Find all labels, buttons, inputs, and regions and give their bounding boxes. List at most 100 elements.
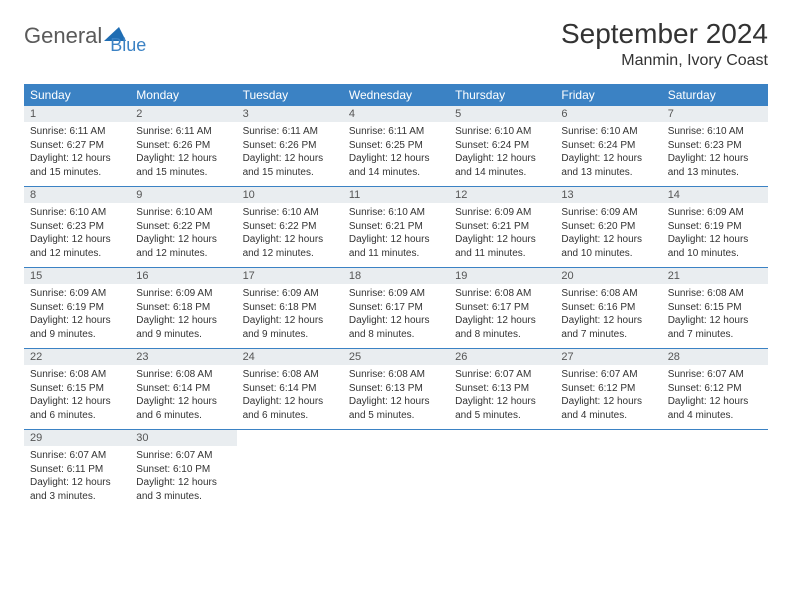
sunset-text: Sunset: 6:21 PM: [349, 220, 443, 234]
day-details: Sunrise: 6:09 AMSunset: 6:19 PMDaylight:…: [662, 203, 768, 266]
calendar-cell: 1Sunrise: 6:11 AMSunset: 6:27 PMDaylight…: [24, 106, 130, 186]
daylight-text: Daylight: 12 hours and 15 minutes.: [30, 152, 124, 179]
sunset-text: Sunset: 6:11 PM: [30, 463, 124, 477]
sunrise-text: Sunrise: 6:09 AM: [455, 206, 549, 220]
sunrise-text: Sunrise: 6:10 AM: [455, 125, 549, 139]
calendar-cell: [555, 430, 661, 510]
day-details: Sunrise: 6:11 AMSunset: 6:27 PMDaylight:…: [24, 122, 130, 185]
day-number: 5: [449, 106, 555, 122]
sunset-text: Sunset: 6:17 PM: [349, 301, 443, 315]
calendar-cell: 7Sunrise: 6:10 AMSunset: 6:23 PMDaylight…: [662, 106, 768, 186]
dayname-sunday: Sunday: [24, 84, 130, 106]
sunrise-text: Sunrise: 6:09 AM: [561, 206, 655, 220]
sunrise-text: Sunrise: 6:11 AM: [243, 125, 337, 139]
dayname-saturday: Saturday: [662, 84, 768, 106]
dayname-thursday: Thursday: [449, 84, 555, 106]
calendar-cell: [237, 430, 343, 510]
day-details: Sunrise: 6:09 AMSunset: 6:21 PMDaylight:…: [449, 203, 555, 266]
dayname-friday: Friday: [555, 84, 661, 106]
sunset-text: Sunset: 6:23 PM: [668, 139, 762, 153]
week-row: 1Sunrise: 6:11 AMSunset: 6:27 PMDaylight…: [24, 106, 768, 187]
day-details: Sunrise: 6:10 AMSunset: 6:23 PMDaylight:…: [24, 203, 130, 266]
daylight-text: Daylight: 12 hours and 14 minutes.: [455, 152, 549, 179]
day-details: Sunrise: 6:11 AMSunset: 6:25 PMDaylight:…: [343, 122, 449, 185]
sunrise-text: Sunrise: 6:11 AM: [349, 125, 443, 139]
sunset-text: Sunset: 6:22 PM: [136, 220, 230, 234]
day-details: Sunrise: 6:09 AMSunset: 6:20 PMDaylight:…: [555, 203, 661, 266]
daylight-text: Daylight: 12 hours and 13 minutes.: [668, 152, 762, 179]
day-number: 8: [24, 187, 130, 203]
day-number: 29: [24, 430, 130, 446]
sunset-text: Sunset: 6:14 PM: [243, 382, 337, 396]
sunset-text: Sunset: 6:18 PM: [136, 301, 230, 315]
sunset-text: Sunset: 6:23 PM: [30, 220, 124, 234]
day-details: Sunrise: 6:08 AMSunset: 6:14 PMDaylight:…: [130, 365, 236, 428]
calendar-cell: 4Sunrise: 6:11 AMSunset: 6:25 PMDaylight…: [343, 106, 449, 186]
daylight-text: Daylight: 12 hours and 12 minutes.: [243, 233, 337, 260]
calendar-cell: 8Sunrise: 6:10 AMSunset: 6:23 PMDaylight…: [24, 187, 130, 267]
calendar-cell: 23Sunrise: 6:08 AMSunset: 6:14 PMDayligh…: [130, 349, 236, 429]
day-details: Sunrise: 6:10 AMSunset: 6:23 PMDaylight:…: [662, 122, 768, 185]
calendar-cell: [449, 430, 555, 510]
day-number: 7: [662, 106, 768, 122]
day-number: 16: [130, 268, 236, 284]
daylight-text: Daylight: 12 hours and 6 minutes.: [243, 395, 337, 422]
sunset-text: Sunset: 6:22 PM: [243, 220, 337, 234]
dayname-wednesday: Wednesday: [343, 84, 449, 106]
sunrise-text: Sunrise: 6:07 AM: [668, 368, 762, 382]
daylight-text: Daylight: 12 hours and 8 minutes.: [455, 314, 549, 341]
day-number: 24: [237, 349, 343, 365]
week-row: 22Sunrise: 6:08 AMSunset: 6:15 PMDayligh…: [24, 349, 768, 430]
calendar-cell: 3Sunrise: 6:11 AMSunset: 6:26 PMDaylight…: [237, 106, 343, 186]
sunset-text: Sunset: 6:24 PM: [455, 139, 549, 153]
calendar-cell: 29Sunrise: 6:07 AMSunset: 6:11 PMDayligh…: [24, 430, 130, 510]
day-details: Sunrise: 6:08 AMSunset: 6:17 PMDaylight:…: [449, 284, 555, 347]
day-details: Sunrise: 6:11 AMSunset: 6:26 PMDaylight:…: [130, 122, 236, 185]
day-number: 17: [237, 268, 343, 284]
day-number: 10: [237, 187, 343, 203]
daylight-text: Daylight: 12 hours and 9 minutes.: [136, 314, 230, 341]
sunrise-text: Sunrise: 6:08 AM: [455, 287, 549, 301]
sunrise-text: Sunrise: 6:08 AM: [561, 287, 655, 301]
calendar-cell: 26Sunrise: 6:07 AMSunset: 6:13 PMDayligh…: [449, 349, 555, 429]
sunrise-text: Sunrise: 6:07 AM: [455, 368, 549, 382]
sunrise-text: Sunrise: 6:09 AM: [349, 287, 443, 301]
day-number: 30: [130, 430, 236, 446]
daylight-text: Daylight: 12 hours and 9 minutes.: [30, 314, 124, 341]
calendar-cell: 12Sunrise: 6:09 AMSunset: 6:21 PMDayligh…: [449, 187, 555, 267]
sunrise-text: Sunrise: 6:10 AM: [349, 206, 443, 220]
dayname-tuesday: Tuesday: [237, 84, 343, 106]
day-details: Sunrise: 6:08 AMSunset: 6:15 PMDaylight:…: [662, 284, 768, 347]
week-row: 29Sunrise: 6:07 AMSunset: 6:11 PMDayligh…: [24, 430, 768, 510]
day-number: 13: [555, 187, 661, 203]
calendar-cell: 17Sunrise: 6:09 AMSunset: 6:18 PMDayligh…: [237, 268, 343, 348]
calendar-cell: 21Sunrise: 6:08 AMSunset: 6:15 PMDayligh…: [662, 268, 768, 348]
sunset-text: Sunset: 6:27 PM: [30, 139, 124, 153]
day-number: 4: [343, 106, 449, 122]
sunset-text: Sunset: 6:19 PM: [30, 301, 124, 315]
calendar-cell: 6Sunrise: 6:10 AMSunset: 6:24 PMDaylight…: [555, 106, 661, 186]
sunset-text: Sunset: 6:25 PM: [349, 139, 443, 153]
daylight-text: Daylight: 12 hours and 10 minutes.: [668, 233, 762, 260]
calendar-cell: [662, 430, 768, 510]
day-details: Sunrise: 6:07 AMSunset: 6:13 PMDaylight:…: [449, 365, 555, 428]
sunset-text: Sunset: 6:16 PM: [561, 301, 655, 315]
daylight-text: Daylight: 12 hours and 9 minutes.: [243, 314, 337, 341]
daylight-text: Daylight: 12 hours and 10 minutes.: [561, 233, 655, 260]
location-text: Manmin, Ivory Coast: [561, 52, 768, 70]
sunset-text: Sunset: 6:12 PM: [561, 382, 655, 396]
day-details: Sunrise: 6:08 AMSunset: 6:15 PMDaylight:…: [24, 365, 130, 428]
calendar: SundayMondayTuesdayWednesdayThursdayFrid…: [24, 84, 768, 510]
sunrise-text: Sunrise: 6:10 AM: [561, 125, 655, 139]
day-number: 22: [24, 349, 130, 365]
calendar-cell: [343, 430, 449, 510]
sunrise-text: Sunrise: 6:11 AM: [30, 125, 124, 139]
daylight-text: Daylight: 12 hours and 15 minutes.: [243, 152, 337, 179]
dayname-row: SundayMondayTuesdayWednesdayThursdayFrid…: [24, 84, 768, 106]
calendar-cell: 27Sunrise: 6:07 AMSunset: 6:12 PMDayligh…: [555, 349, 661, 429]
calendar-cell: 13Sunrise: 6:09 AMSunset: 6:20 PMDayligh…: [555, 187, 661, 267]
day-number: 28: [662, 349, 768, 365]
sunset-text: Sunset: 6:26 PM: [243, 139, 337, 153]
day-details: Sunrise: 6:10 AMSunset: 6:24 PMDaylight:…: [555, 122, 661, 185]
day-number: 26: [449, 349, 555, 365]
